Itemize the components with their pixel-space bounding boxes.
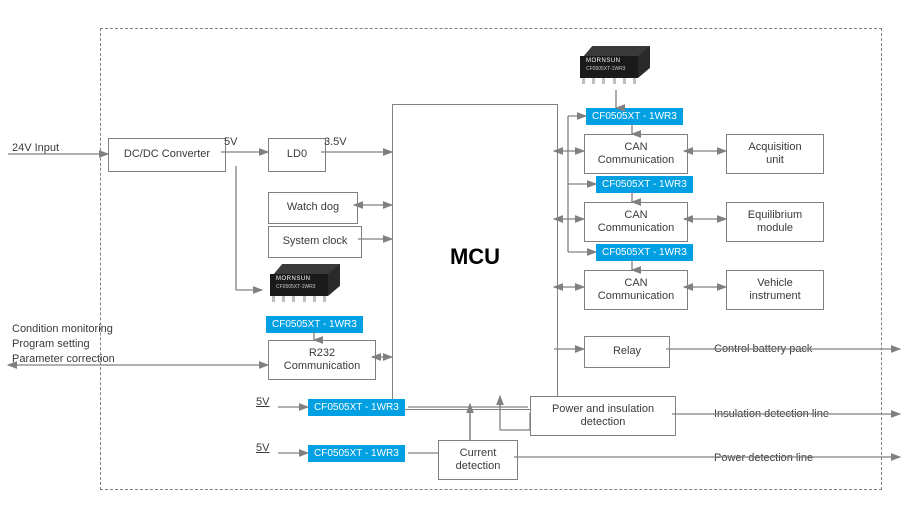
watchdog: Watch dog xyxy=(268,192,358,224)
module-sub-2: CF0505XT-1WR3 xyxy=(276,284,315,290)
current-detection: Current detection xyxy=(438,440,518,480)
module-brand: MORNSUN xyxy=(586,58,621,64)
eq-label: Equilibrium module xyxy=(748,209,802,235)
chip-label-top-right: CF0505XT - 1WR3 xyxy=(586,108,683,125)
dcdc-converter: DC/DC Converter xyxy=(108,138,226,172)
cd-label: Current detection xyxy=(456,447,501,473)
dcdc-label: DC/DC Converter xyxy=(124,148,210,161)
label-ctrl-batt: Control battery pack xyxy=(714,343,812,355)
chip-label-bottom2: CF0505XT - 1WR3 xyxy=(308,445,405,462)
acq-label: Acquisition unit xyxy=(748,141,801,167)
label-pdl: Power detection line xyxy=(714,452,813,464)
label-5v-row2: 5V xyxy=(256,442,269,454)
label-ins-line: Insulation detection line xyxy=(714,408,829,420)
acquisition-unit: Acquisition unit xyxy=(726,134,824,174)
sysclock-label: System clock xyxy=(283,235,348,248)
chip-label-can3: CF0505XT - 1WR3 xyxy=(596,244,693,261)
power-insulation-detection: Power and insulation detection xyxy=(530,396,676,436)
relay-label: Relay xyxy=(613,345,641,358)
module-chip-2: MORNSUN CF0505XT-1WR3 xyxy=(270,264,340,308)
mcu: MCU xyxy=(392,104,558,410)
module-brand-2: MORNSUN xyxy=(276,276,311,282)
pid-label: Power and insulation detection xyxy=(552,403,654,429)
can-comm-3: CAN Communication xyxy=(584,270,688,310)
chip-label-bottom1: CF0505XT - 1WR3 xyxy=(308,399,405,416)
mcu-label: MCU xyxy=(450,244,500,270)
label-left-multi: Condition monitoring Program setting Par… xyxy=(12,322,115,367)
r232-label: R232 Communication xyxy=(284,347,360,373)
label-3p5v: 3.5V xyxy=(324,136,347,148)
label-5v-row1: 5V xyxy=(256,396,269,408)
label-24v-input: 24V Input xyxy=(12,142,59,154)
vehicle-instrument: Vehicle instrument xyxy=(726,270,824,310)
label-5v-dcdc: 5V xyxy=(224,136,237,148)
vinst-label: Vehicle instrument xyxy=(749,277,800,303)
equilibrium-module: Equilibrium module xyxy=(726,202,824,242)
chip-label-can2: CF0505XT - 1WR3 xyxy=(596,176,693,193)
can2-label: CAN Communication xyxy=(598,209,674,235)
watchdog-label: Watch dog xyxy=(287,201,339,214)
system-clock: System clock xyxy=(268,226,362,258)
ldo: LD0 xyxy=(268,138,326,172)
module-sub: CF0505XT-1WR3 xyxy=(586,66,625,72)
module-chip-1: MORNSUN CF0505XT-1WR3 xyxy=(580,46,650,90)
can-comm-2: CAN Communication xyxy=(584,202,688,242)
can-comm-1: CAN Communication xyxy=(584,134,688,174)
r232-comm: R232 Communication xyxy=(268,340,376,380)
ldo-label: LD0 xyxy=(287,148,307,161)
chip-label-left: CF0505XT - 1WR3 xyxy=(266,316,363,333)
can3-label: CAN Communication xyxy=(598,277,674,303)
diagram-stage: DC/DC Converter LD0 Watch dog System clo… xyxy=(0,0,908,520)
can1-label: CAN Communication xyxy=(598,141,674,167)
relay: Relay xyxy=(584,336,670,368)
